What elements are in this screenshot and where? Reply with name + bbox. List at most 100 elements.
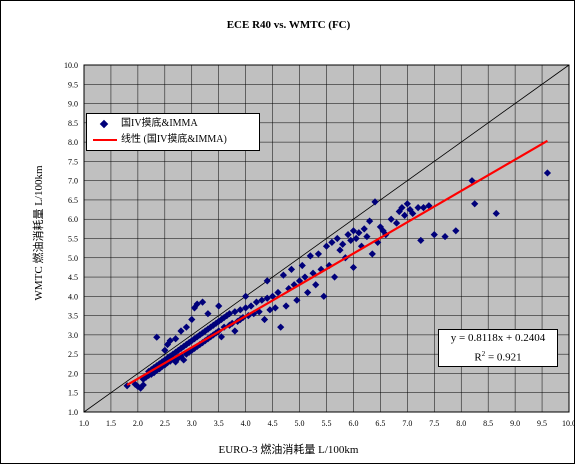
data-point — [166, 337, 174, 345]
y-tick-labels: 1.0 1.5 2.0 2.5 3.0 3.5 4.0 4.5 5.0 5.5 6.0 6.5 7.0 7… — [64, 61, 78, 417]
data-point — [336, 246, 344, 254]
regression-equation-box: y = 0.8118x + 0.2404 R2 = 0.921 — [438, 329, 558, 367]
x-tick-label: 2.0 — [133, 419, 143, 428]
data-point — [223, 312, 231, 320]
data-point — [366, 217, 374, 225]
data-point — [161, 346, 169, 354]
data-point — [322, 242, 331, 250]
legend-label-trend: 线性 (国IV摸底&IMMA) — [121, 134, 227, 145]
x-axis-label: EURO-3 燃油消耗量 L/100km — [218, 444, 359, 456]
data-point — [231, 327, 239, 335]
data-point — [430, 231, 438, 239]
data-point — [414, 204, 422, 212]
y-tick-label: 5.5 — [68, 235, 78, 244]
data-point — [242, 304, 250, 312]
data-point — [204, 310, 212, 318]
data-point — [155, 365, 164, 373]
data-point — [287, 265, 296, 273]
data-point — [279, 271, 287, 279]
data-point — [271, 304, 279, 312]
data-point — [242, 292, 250, 300]
data-point — [312, 281, 320, 289]
data-point — [352, 234, 360, 243]
data-point — [304, 288, 312, 297]
data-point — [317, 265, 325, 273]
y-tick-label: 8.0 — [68, 138, 78, 147]
y-tick-label: 9.0 — [68, 100, 78, 109]
data-point — [320, 292, 328, 300]
y-tick-label: 5.0 — [68, 254, 78, 263]
data-point — [401, 211, 409, 219]
data-point — [339, 240, 347, 248]
data-point — [236, 306, 244, 314]
data-point — [492, 209, 500, 218]
data-point — [252, 298, 261, 306]
data-point — [188, 315, 196, 324]
data-point — [196, 331, 204, 339]
r-squared-exponent: 2 — [481, 350, 486, 358]
data-point — [185, 339, 193, 347]
legend-label-scatter: 国IV摸底&IMMA — [121, 118, 198, 129]
data-point — [225, 310, 234, 318]
data-point — [330, 273, 339, 281]
x-tick-labels: 1.0 1.5 2.0 2.5 3.0 3.5 4.0 4.5 5.0 5.5 6.0 6.5 7.0 7… — [79, 419, 575, 428]
data-point — [314, 250, 323, 258]
diamond-marker-icon — [99, 119, 109, 129]
data-point — [419, 204, 428, 212]
data-point — [363, 232, 371, 241]
trend-line — [126, 139, 548, 386]
data-point — [190, 344, 199, 352]
data-point — [136, 384, 145, 392]
data-point — [471, 200, 479, 208]
y-tick-label: 7.5 — [68, 157, 78, 166]
data-point — [293, 296, 301, 304]
data-point — [266, 306, 274, 314]
x-tick-label: 8.5 — [483, 419, 493, 428]
y-tick-label: 4.5 — [68, 273, 78, 282]
data-point — [306, 252, 314, 260]
data-point — [328, 238, 336, 246]
data-point — [295, 277, 304, 285]
y-tick-label: 9.5 — [68, 80, 78, 89]
x-tick-label: 2.5 — [160, 419, 170, 428]
data-point — [409, 209, 417, 218]
y-tick-label: 4.0 — [68, 292, 78, 301]
data-point — [172, 358, 180, 366]
data-point — [158, 362, 166, 371]
data-point — [403, 200, 411, 208]
data-point — [349, 263, 358, 272]
data-point — [180, 356, 188, 364]
x-tick-label: 6.5 — [375, 419, 385, 428]
y-tick-label: 1.0 — [68, 408, 78, 417]
r-squared-value: = 0.921 — [485, 351, 522, 364]
data-point — [198, 298, 207, 306]
data-point — [441, 232, 449, 241]
r-squared-symbol: R — [474, 351, 482, 364]
data-point — [452, 227, 460, 235]
data-point — [392, 219, 401, 227]
data-point — [198, 329, 207, 337]
r-squared: R2 = 0.921 — [439, 346, 557, 366]
regression-equation: y = 0.8118x + 0.2404 — [450, 332, 546, 344]
y-tick-label: 3.0 — [68, 331, 78, 340]
data-point — [269, 292, 277, 300]
data-point — [145, 371, 153, 379]
data-point — [301, 273, 309, 281]
x-tick-label: 4.0 — [241, 419, 251, 428]
data-point — [263, 294, 271, 302]
data-point — [298, 261, 306, 270]
x-tick-label: 10.0 — [562, 419, 575, 428]
x-tick-label: 1.5 — [106, 419, 116, 428]
x-tick-label: 7.5 — [429, 419, 439, 428]
reference-line — [83, 64, 570, 413]
data-point — [425, 202, 433, 210]
y-axis-label: WMTC 燃油消耗量 L/100km — [33, 165, 45, 301]
data-point — [193, 300, 201, 308]
data-point — [215, 302, 223, 310]
data-point — [139, 381, 147, 389]
x-tick-label: 5.0 — [295, 419, 305, 428]
y-tick-label: 7.0 — [68, 177, 78, 186]
data-point — [217, 333, 226, 341]
